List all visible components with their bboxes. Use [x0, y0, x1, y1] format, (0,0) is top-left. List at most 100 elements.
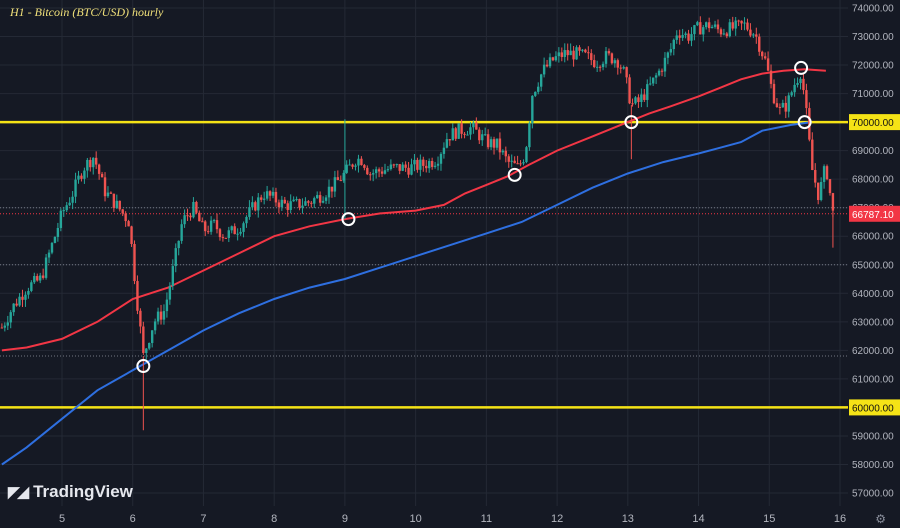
candle-body [593, 60, 596, 68]
candle-body [554, 56, 558, 61]
candle-body [265, 191, 269, 199]
candle-body [537, 86, 540, 92]
candle-body [80, 175, 83, 179]
settings-icon[interactable]: ⚙ [875, 512, 886, 526]
candle-body [710, 26, 714, 29]
moving-average-line [1, 68, 826, 352]
candle-body [92, 157, 95, 168]
candle-body [162, 311, 166, 320]
candle-body [83, 170, 86, 179]
level-price-tag [849, 399, 900, 416]
candle-body [699, 22, 702, 35]
candle-body [212, 220, 216, 222]
candle-body [372, 173, 375, 175]
candle-body [483, 134, 487, 136]
candle-body [634, 97, 637, 104]
candle-body [534, 91, 537, 96]
candle-body [62, 210, 65, 212]
candle-body [377, 169, 381, 172]
candle-body [53, 236, 57, 243]
candle-body [115, 200, 119, 208]
candle-body [224, 237, 228, 239]
candle-body [457, 123, 460, 139]
candle-body [519, 163, 522, 165]
candle-body [793, 84, 796, 93]
time-tick-label: 8 [271, 513, 277, 525]
candle-body [395, 164, 398, 166]
candle-body [781, 102, 785, 108]
candle-body [118, 200, 121, 210]
candle-body [775, 103, 779, 108]
candle-body [262, 198, 266, 200]
candle-body [427, 161, 431, 169]
candle-body [693, 25, 696, 35]
candle-body [327, 186, 331, 198]
candle-body [298, 199, 301, 208]
candle-body [548, 57, 552, 67]
candle-body [640, 94, 643, 103]
candle-body [481, 134, 484, 141]
candle-body [587, 52, 590, 54]
candle-body [507, 156, 510, 162]
time-axis-bg [0, 506, 848, 528]
candle-body [654, 75, 658, 78]
candle-body [681, 35, 684, 38]
price-tick-label: 71000.00 [852, 89, 894, 100]
time-tick-label: 7 [200, 513, 206, 525]
candle-body [719, 29, 723, 35]
candle-body [77, 175, 80, 180]
candle-body [672, 39, 675, 50]
tradingview-logo[interactable]: ◤◢ TradingView [8, 482, 133, 502]
candle-body [221, 237, 225, 239]
candle-body [401, 164, 404, 171]
candle-body [289, 201, 292, 210]
price-axis-bg [848, 0, 900, 528]
candle-body [100, 173, 104, 178]
candle-body [631, 103, 634, 105]
crossover-marker [507, 167, 522, 182]
candle-body [501, 150, 505, 153]
candle-body [121, 209, 124, 214]
candle-body [687, 33, 690, 41]
price-tick-label: 58000.00 [852, 460, 894, 471]
candle-body [419, 159, 422, 170]
moving-average-line [1, 121, 812, 466]
candle-body [189, 215, 192, 218]
candle-body [811, 139, 814, 171]
candle-body [761, 51, 764, 57]
candle-body [324, 197, 328, 201]
candle-body [513, 160, 516, 164]
candle-body [33, 276, 36, 283]
candle-body [696, 22, 699, 26]
time-axis[interactable]: 5 6 7 8 9 10 11 12 13 14 15 16 [0, 506, 848, 528]
candle-body [165, 299, 169, 312]
candle-body [796, 83, 799, 85]
candle-body [47, 252, 51, 258]
candle-body [30, 282, 33, 291]
candle-body [354, 165, 357, 167]
candle-body [310, 202, 313, 204]
candle-body [601, 63, 605, 68]
price-tick-label: 61000.00 [852, 374, 894, 385]
crossover-marker [797, 115, 812, 130]
candle-body [36, 276, 39, 281]
candle-body [416, 159, 419, 170]
candle-body [666, 52, 670, 58]
candle-body [802, 78, 805, 91]
candle-body [183, 215, 186, 225]
candle-body [41, 275, 45, 278]
candle-body [637, 97, 640, 103]
candle-body [436, 163, 440, 166]
candle-body [38, 275, 42, 281]
candle-body [71, 196, 74, 203]
candle-body [304, 201, 307, 206]
candle-body [206, 231, 210, 233]
price-axis[interactable]: 57000.00 58000.00 59000.00 60000.00 61000.00… [848, 0, 900, 528]
candle-body [407, 167, 410, 175]
candle-body [148, 342, 151, 349]
candle-body [492, 139, 496, 148]
candle-body [150, 330, 154, 343]
price-tick-label: 68000.00 [852, 175, 894, 186]
candle-body [295, 199, 298, 201]
